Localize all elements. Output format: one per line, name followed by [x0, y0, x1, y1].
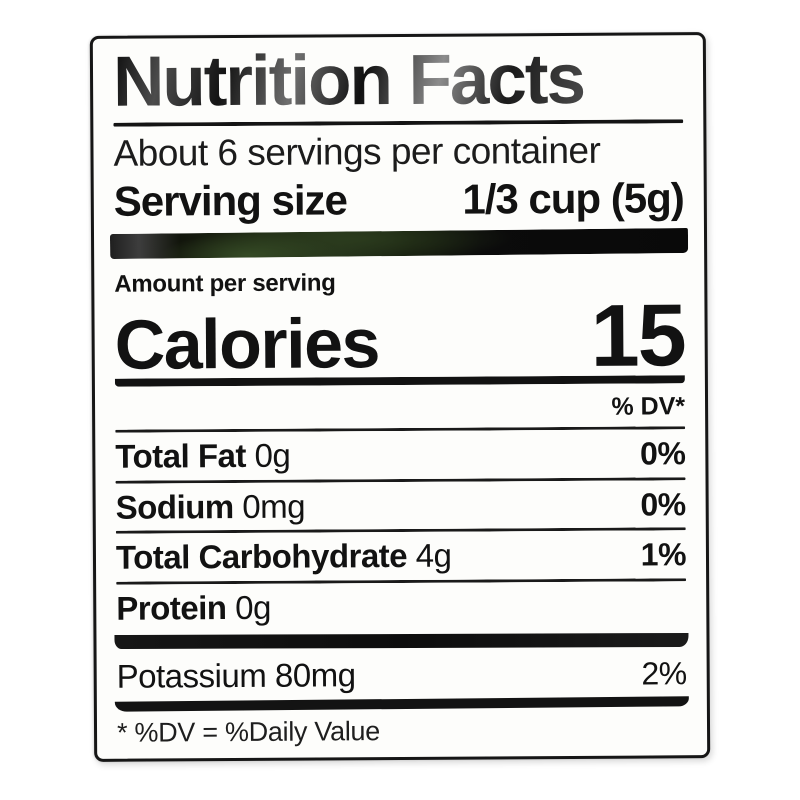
nutrient-dv: 0%	[640, 486, 686, 523]
nutrient-amount: 0mg	[242, 487, 306, 525]
nutrient-row-protein: Protein 0g	[116, 581, 686, 632]
serving-size-label: Serving size	[113, 176, 348, 225]
nutrient-name-amount: Total Carbohydrate 4g	[116, 536, 452, 578]
serving-size-row: Serving size 1/3 cup (5g)	[114, 173, 684, 233]
nutrient-name: Total Carbohydrate	[115, 537, 408, 577]
nutrient-dv: 1%	[640, 536, 687, 573]
daily-value-footnote: * %DV = %Daily Value	[116, 716, 381, 748]
nutrient-row-potassium: Potassium 80mg 2%	[117, 649, 687, 700]
nutrient-row-total-carbohydrate: Total Carbohydrate 4g 1%	[116, 531, 686, 582]
daily-value-header: % DV*	[611, 391, 686, 421]
nutrient-row-total-fat: Total Fat 0g 0%	[115, 429, 685, 480]
nutrient-name-amount: Total Fat 0g	[115, 436, 290, 477]
nutrient-dv: 2%	[641, 654, 687, 692]
nutrient-amount: 4g	[415, 537, 452, 575]
nutrient-name: Protein	[116, 589, 227, 627]
calories-row: Calories 15	[114, 284, 685, 385]
nutrient-name-amount: Potassium 80mg	[117, 655, 356, 696]
nutrient-name: Potassium	[116, 656, 267, 695]
nutrient-amount: 0g	[254, 436, 291, 475]
calories-label: Calories	[114, 303, 380, 384]
nutrient-name: Total Fat	[115, 437, 247, 475]
nutrient-name-amount: Protein 0g	[116, 588, 271, 629]
nutrient-amount: 80mg	[274, 655, 356, 694]
label-title: Nutrition Facts	[113, 40, 683, 122]
nutrient-amount: 0g	[235, 588, 271, 626]
nutrition-facts-label: Nutrition Facts About 6 servings per con…	[89, 32, 711, 762]
nutrient-dv: 0%	[639, 435, 686, 472]
calories-value: 15	[590, 284, 685, 385]
servings-per-container: About 6 servings per container	[113, 130, 601, 175]
nutrient-name: Sodium	[115, 487, 234, 526]
separator-bar-product-window	[109, 228, 689, 260]
nutrient-row-sodium: Sodium 0mg 0%	[116, 480, 686, 531]
nutrient-name-amount: Sodium 0mg	[116, 486, 306, 527]
separator-bar-thick	[114, 632, 689, 649]
serving-size-value: 1/3 cup (5g)	[462, 174, 684, 223]
